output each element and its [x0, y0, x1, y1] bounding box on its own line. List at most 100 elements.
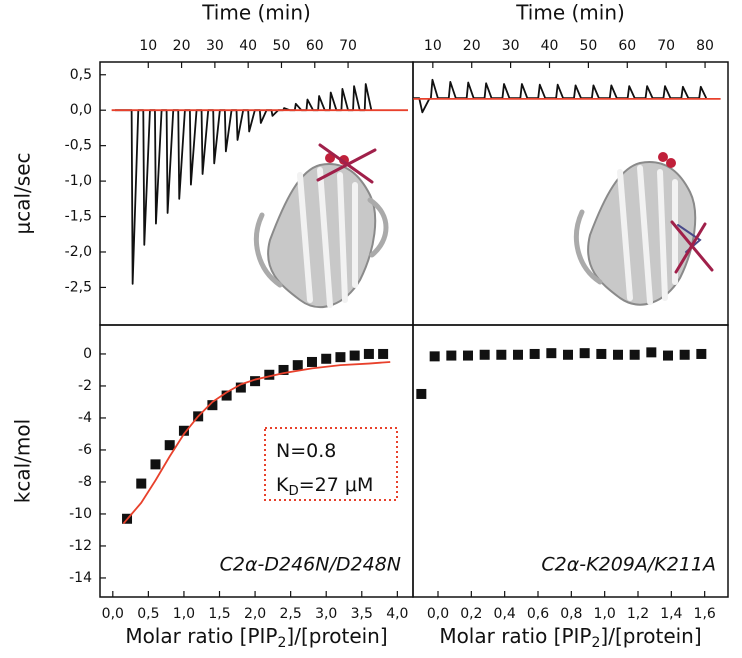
- x-tick-label: 60: [618, 38, 636, 54]
- x-tick-label: 0,0: [102, 606, 124, 622]
- data-point: [207, 400, 218, 411]
- x-tick-label: 70: [657, 38, 675, 54]
- x-tick-label: 50: [579, 38, 597, 54]
- x-tick-label: 3,0: [315, 606, 337, 622]
- data-point: [221, 390, 232, 401]
- annotation-text-text: K: [276, 474, 289, 496]
- y-tick-label: -4: [78, 410, 92, 426]
- x-tick-label: 0,0: [427, 606, 449, 622]
- x-axis-label-text: Molar ratio [PIP: [439, 624, 591, 648]
- x-axis-label: Time (min): [515, 1, 625, 25]
- x-tick-label: 80: [696, 38, 714, 54]
- data-point: [136, 478, 147, 489]
- data-point: [496, 349, 507, 360]
- x-tick-label: 1,0: [594, 606, 616, 622]
- x-tick-label: 30: [206, 38, 224, 54]
- x-tick-label: 0,6: [527, 606, 549, 622]
- x-tick-label: 3,5: [351, 606, 373, 622]
- annotation-text-text: =27 μM: [299, 474, 374, 496]
- data-point: [479, 349, 490, 360]
- y-tick-label: -2,5: [65, 279, 92, 295]
- data-point: [264, 369, 275, 380]
- x-axis-label-subscript: 2: [278, 635, 287, 651]
- data-point: [546, 348, 557, 359]
- annotation-text-subscript: D: [288, 484, 298, 499]
- x-tick-label: 1,0: [173, 606, 195, 622]
- y-tick-label: -12: [69, 538, 92, 554]
- x-axis-label: Molar ratio [PIP2]/[protein]: [125, 624, 387, 652]
- x-tick-label: 70: [339, 38, 357, 54]
- x-tick-label: 10: [139, 38, 157, 54]
- y-tick-label: 0,5: [70, 67, 92, 83]
- x-tick-label: 0,2: [460, 606, 482, 622]
- protein-body: [587, 161, 697, 306]
- annotation-box: [264, 427, 398, 501]
- data-point: [292, 360, 303, 371]
- x-tick-label: 20: [173, 38, 191, 54]
- data-point: [335, 352, 346, 363]
- x-axis-label: Time (min): [201, 1, 311, 25]
- panel-label: C2α-K209A/K211A: [541, 554, 716, 576]
- data-line: [122, 361, 391, 525]
- y-tick-label: 0,0: [70, 102, 92, 118]
- y-tick-label: -6: [78, 442, 92, 458]
- annotation-text: N=0.8: [276, 440, 336, 462]
- data-point: [235, 382, 246, 393]
- data-point: [363, 348, 374, 359]
- data-point: [321, 353, 332, 364]
- x-axis-label: Molar ratio [PIP2]/[protein]: [439, 624, 701, 652]
- y-tick-label: -14: [69, 570, 92, 586]
- x-tick-label: 2,5: [280, 606, 302, 622]
- x-tick-label: 50: [273, 38, 291, 54]
- data-point: [463, 350, 473, 361]
- x-tick-label: 10: [424, 38, 442, 54]
- data-point: [529, 348, 540, 359]
- x-tick-label: 1,6: [694, 606, 716, 622]
- protein-strands: [617, 165, 678, 305]
- x-tick-label: 0,8: [560, 606, 582, 622]
- annotation-text: KD=27 μM: [276, 474, 373, 500]
- x-axis-label-text: Molar ratio [PIP: [125, 624, 277, 648]
- data-point: [278, 364, 289, 375]
- data-point: [164, 440, 175, 451]
- data-point: [563, 349, 573, 360]
- cross-mark: [316, 143, 377, 184]
- x-tick-label: 60: [306, 38, 324, 54]
- data-point: [416, 388, 427, 399]
- data-point: [513, 349, 523, 360]
- calcium-ion: [658, 152, 668, 162]
- x-axis-label-text: ]/[protein]: [286, 624, 387, 648]
- panel-frame: [412, 324, 729, 598]
- protein-body: [267, 163, 377, 309]
- data-point: [429, 351, 440, 362]
- panel-label: C2α-D246N/D248N: [220, 554, 401, 576]
- data-point: [150, 459, 161, 470]
- protein-loops: [573, 209, 603, 285]
- y-tick-label: -2,0: [65, 244, 92, 260]
- x-tick-label: 30: [502, 38, 520, 54]
- y-tick-label: 0: [83, 346, 92, 362]
- x-tick-label: 0,4: [494, 606, 516, 622]
- x-tick-label: 2,0: [244, 606, 266, 622]
- data-point: [613, 349, 623, 360]
- y-tick-label: -0,5: [65, 138, 92, 154]
- data-point: [663, 350, 673, 361]
- x-tick-label: 40: [541, 38, 559, 54]
- x-tick-label: 0,5: [137, 606, 159, 622]
- annotation-text-text: N=0.8: [276, 440, 336, 462]
- data-point: [596, 348, 607, 359]
- data-point: [306, 356, 317, 367]
- y-tick-label: -1,0: [65, 173, 92, 189]
- data-point: [696, 348, 707, 359]
- data-point: [378, 348, 389, 359]
- y-axis-label: μcal/sec: [11, 153, 35, 235]
- data-point: [446, 350, 457, 361]
- data-point: [349, 350, 360, 361]
- y-axis-label: kcal/mol: [11, 419, 35, 503]
- x-axis-label-text: ]/[protein]: [600, 624, 701, 648]
- protein-loops: [253, 197, 389, 288]
- data-point: [579, 348, 590, 359]
- data-point: [679, 349, 690, 360]
- data-line: [114, 83, 373, 285]
